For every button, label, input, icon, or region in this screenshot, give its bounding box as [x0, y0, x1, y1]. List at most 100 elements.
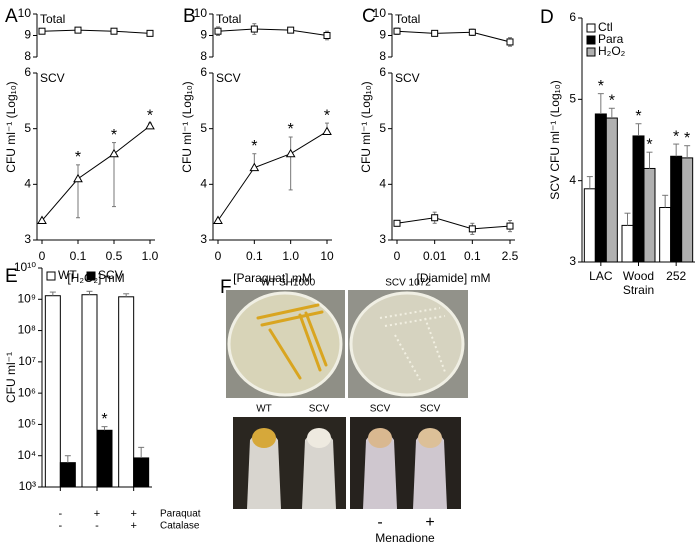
- line: [41, 125, 151, 221]
- x-tick-label: 1.0: [282, 249, 299, 263]
- line: [396, 30, 511, 43]
- x-tick-label: 0.1: [246, 249, 263, 263]
- point: [393, 27, 401, 35]
- y-tick-label: 5: [200, 121, 207, 135]
- axis-label: Total: [395, 12, 420, 26]
- plate-label: WT SH1000: [261, 278, 316, 289]
- significance: *: [111, 127, 117, 144]
- panel-letter: F: [220, 277, 232, 298]
- x-tick-label: LAC: [589, 269, 613, 283]
- significance: *: [646, 136, 652, 153]
- y-tick-label: 6: [200, 65, 207, 79]
- y-tick-label: 10⁶: [18, 385, 36, 399]
- line: [41, 29, 151, 34]
- x-tick-label: 2.5: [502, 249, 519, 263]
- bar: [670, 155, 683, 263]
- point: [38, 27, 46, 35]
- y-tick-label: 9: [200, 28, 207, 42]
- point: [250, 25, 258, 33]
- legend-swatch: [586, 23, 596, 33]
- condition-level: -: [95, 520, 99, 532]
- bar: [621, 224, 634, 263]
- x-tick-label: 10: [320, 249, 334, 263]
- x-tick-label: 0.01: [423, 249, 447, 263]
- x-axis-title: [Diamide] mM: [416, 271, 490, 285]
- axis-label: SCV: [216, 71, 241, 85]
- bar: [44, 295, 61, 488]
- menadione-level: -: [377, 514, 382, 531]
- legend-label: SCV: [98, 268, 123, 282]
- significance: *: [75, 149, 81, 166]
- condition-name: Paraquat: [160, 509, 201, 520]
- x-tick-label: 0: [394, 249, 401, 263]
- x-tick-label: 0.1: [70, 249, 87, 263]
- y-tick-label: 10³: [19, 479, 36, 493]
- y-axis-title: CFU ml⁻¹ (Log₁₀): [180, 81, 194, 172]
- axis-label: Total: [216, 12, 241, 26]
- y-tick-label: 10: [373, 6, 387, 20]
- significance: *: [609, 92, 615, 109]
- y-tick-label: 10⁹: [18, 291, 37, 305]
- point: [249, 162, 260, 172]
- point: [37, 215, 47, 225]
- legend-swatch: [46, 271, 56, 281]
- axis-label: SCV: [395, 71, 420, 85]
- colonies: [256, 303, 328, 380]
- tube-label: SCV: [309, 404, 330, 415]
- condition-level: -: [58, 508, 62, 520]
- x-tick-label: 0: [39, 249, 46, 263]
- y-tick-label: 8: [379, 49, 386, 63]
- x-axis-title: [H₂O₂] mM: [67, 271, 124, 285]
- significance: *: [635, 108, 641, 125]
- y-tick-label: 3: [200, 232, 207, 246]
- point: [145, 120, 155, 130]
- y-tick-label: 5: [569, 92, 576, 106]
- y-tick-label: 4: [379, 177, 386, 191]
- condition-level: +: [130, 520, 136, 532]
- plate-label: SCV 1072: [385, 278, 431, 289]
- bar: [643, 167, 656, 263]
- y-tick-label: 5: [24, 121, 31, 135]
- menadione-label: Menadione: [375, 531, 435, 545]
- point: [109, 148, 119, 158]
- point: [506, 38, 514, 46]
- panel-letter: A: [5, 6, 18, 27]
- bar: [59, 462, 76, 488]
- significance: *: [251, 138, 257, 155]
- bar: [96, 429, 113, 488]
- significance: *: [147, 107, 153, 124]
- panel-letter: E: [5, 266, 18, 287]
- x-tick-label: Wood: [623, 269, 654, 283]
- plate-photos: [226, 290, 468, 509]
- x-tick-label: 252: [666, 269, 686, 283]
- point: [110, 27, 118, 35]
- condition-level: -: [58, 520, 62, 532]
- y-axis-title: CFU ml⁻¹ (Log₁₀): [359, 81, 373, 172]
- y-tick-label: 3: [24, 232, 31, 246]
- y-tick-label: 3: [379, 232, 386, 246]
- y-tick-label: 5: [379, 121, 386, 135]
- point: [393, 219, 401, 227]
- point: [431, 214, 439, 222]
- y-tick-label: 10: [194, 6, 208, 20]
- tube-label: SCV: [370, 404, 391, 415]
- bar: [583, 188, 596, 263]
- condition-level: +: [94, 508, 100, 520]
- y-tick-label: 10⁵: [18, 417, 36, 431]
- line: [217, 131, 328, 221]
- legend-label: Para: [598, 32, 624, 46]
- point: [287, 26, 295, 34]
- significance: *: [598, 78, 604, 95]
- y-tick-label: 6: [24, 65, 31, 79]
- pellet: [252, 428, 276, 448]
- y-tick-label: 8: [24, 49, 31, 63]
- legend-swatch: [586, 47, 596, 57]
- y-tick-label: 6: [569, 10, 576, 24]
- bar: [133, 457, 150, 488]
- bar: [681, 157, 694, 263]
- panel-letter: D: [540, 7, 554, 28]
- point: [506, 222, 514, 230]
- condition-level: +: [130, 508, 136, 520]
- y-tick-label: 4: [24, 177, 31, 191]
